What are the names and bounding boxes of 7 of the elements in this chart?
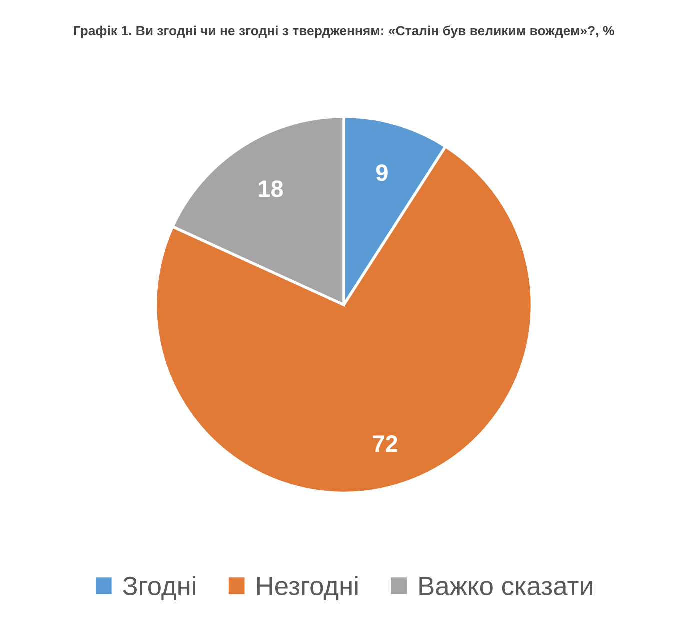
data-label: 18 — [259, 180, 284, 198]
chart-title: Графік 1. Ви згодні чи не згодні з твердженням: «Сталін був великим вождем»?, % — [74, 26, 614, 38]
legend-label: Незгодні — [257, 576, 358, 601]
legend-label: Важко сказати — [420, 577, 592, 596]
data-label: 9 — [376, 164, 388, 182]
data-label: 72 — [373, 435, 398, 452]
legend-label: Згодні — [123, 576, 196, 601]
